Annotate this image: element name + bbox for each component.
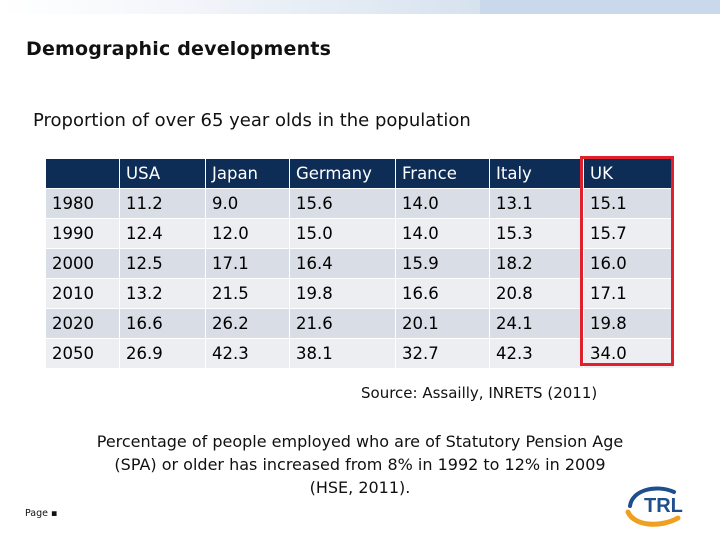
italy-cell: 20.8: [489, 278, 584, 309]
usa-cell: 13.2: [119, 278, 206, 309]
logo-wordmark: TRL: [644, 495, 683, 517]
germany-cell: 19.8: [289, 278, 396, 309]
year-cell: 1980: [45, 188, 120, 219]
note-line: Percentage of people employed who are of…: [96, 432, 624, 451]
header-cell-usa: USA: [119, 158, 206, 189]
japan-cell: 12.0: [205, 218, 290, 249]
france-cell: 20.1: [395, 308, 490, 339]
japan-cell: 26.2: [205, 308, 290, 339]
table-caption: Proportion of over 65 year olds in the p…: [33, 110, 471, 131]
year-cell: 2010: [45, 278, 120, 309]
uk-cell: 19.8: [583, 308, 674, 339]
table-row: 1990 12.4 12.0 15.0 14.0 15.3 15.7: [45, 218, 674, 249]
usa-cell: 16.6: [119, 308, 206, 339]
france-cell: 16.6: [395, 278, 490, 309]
year-cell: 2020: [45, 308, 120, 339]
year-cell: 2050: [45, 338, 120, 369]
table-row: 2020 16.6 26.2 21.6 20.1 24.1 19.8: [45, 308, 674, 339]
employment-note: Percentage of people employed who are of…: [40, 430, 680, 499]
japan-cell: 9.0: [205, 188, 290, 219]
note-line: (HSE, 2011).: [309, 478, 411, 497]
germany-cell: 15.6: [289, 188, 396, 219]
germany-cell: 16.4: [289, 248, 396, 279]
france-cell: 14.0: [395, 188, 490, 219]
germany-cell: 15.0: [289, 218, 396, 249]
table-row: 2000 12.5 17.1 16.4 15.9 18.2 16.0: [45, 248, 674, 279]
year-cell: 2000: [45, 248, 120, 279]
france-cell: 15.9: [395, 248, 490, 279]
japan-cell: 42.3: [205, 338, 290, 369]
header-cell-corner: [45, 158, 120, 189]
usa-cell: 26.9: [119, 338, 206, 369]
italy-cell: 13.1: [489, 188, 584, 219]
header-cell-uk: UK: [583, 158, 674, 189]
germany-cell: 21.6: [289, 308, 396, 339]
slide-title: Demographic developments: [26, 38, 332, 60]
header-cell-france: France: [395, 158, 490, 189]
header-cell-italy: Italy: [489, 158, 584, 189]
table-row: 2050 26.9 42.3 38.1 32.7 42.3 34.0: [45, 338, 674, 369]
japan-cell: 21.5: [205, 278, 290, 309]
usa-cell: 11.2: [119, 188, 206, 219]
uk-cell: 15.1: [583, 188, 674, 219]
italy-cell: 24.1: [489, 308, 584, 339]
demographics-table: USA Japan Germany France Italy UK 1980 1…: [45, 158, 674, 369]
table-row: 1980 11.2 9.0 15.6 14.0 13.1 15.1: [45, 188, 674, 219]
trl-logo: TRL: [625, 486, 683, 527]
note-line: (SPA) or older has increased from 8% in …: [114, 455, 606, 474]
header-cell-japan: Japan: [205, 158, 290, 189]
italy-cell: 18.2: [489, 248, 584, 279]
italy-cell: 15.3: [489, 218, 584, 249]
top-decorative-bar: [0, 0, 720, 14]
uk-cell: 15.7: [583, 218, 674, 249]
germany-cell: 38.1: [289, 338, 396, 369]
table-row: 2010 13.2 21.5 19.8 16.6 20.8 17.1: [45, 278, 674, 309]
japan-cell: 17.1: [205, 248, 290, 279]
page-footer: Page ▪: [25, 508, 58, 519]
header-cell-germany: Germany: [289, 158, 396, 189]
france-cell: 32.7: [395, 338, 490, 369]
italy-cell: 42.3: [489, 338, 584, 369]
uk-cell: 16.0: [583, 248, 674, 279]
usa-cell: 12.4: [119, 218, 206, 249]
uk-cell: 34.0: [583, 338, 674, 369]
france-cell: 14.0: [395, 218, 490, 249]
year-cell: 1990: [45, 218, 120, 249]
source-citation: Source: Assailly, INRETS (2011): [361, 384, 598, 402]
uk-cell: 17.1: [583, 278, 674, 309]
usa-cell: 12.5: [119, 248, 206, 279]
table-header-row: USA Japan Germany France Italy UK: [45, 158, 674, 189]
